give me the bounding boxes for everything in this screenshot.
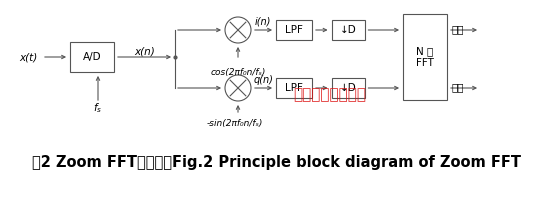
Text: cos(2πf₀n/fₛ): cos(2πf₀n/fₛ): [210, 68, 265, 77]
Text: -sin(2πf₀n/fₛ): -sin(2πf₀n/fₛ): [207, 119, 263, 128]
Bar: [331, 20, 364, 40]
Text: N 点
FFT: N 点 FFT: [416, 46, 434, 68]
Text: $f_s$: $f_s$: [93, 101, 103, 115]
Bar: [276, 20, 312, 40]
Circle shape: [225, 75, 251, 101]
Text: LPF: LPF: [285, 25, 303, 35]
Text: 图2 Zoom FFT原理框图Fig.2 Principle block diagram of Zoom FFT: 图2 Zoom FFT原理框图Fig.2 Principle block dia…: [32, 155, 521, 170]
Text: i(n): i(n): [255, 17, 271, 27]
Circle shape: [225, 17, 251, 43]
Text: A/D: A/D: [83, 52, 101, 62]
Text: ↓D: ↓D: [340, 25, 356, 35]
Bar: [403, 14, 447, 100]
Text: x(n): x(n): [134, 47, 155, 57]
Text: 虚部: 虚部: [451, 82, 463, 92]
Text: 江苏华云流量计厂: 江苏华云流量计厂: [294, 88, 367, 103]
Bar: [70, 42, 114, 72]
Bar: [331, 78, 364, 98]
Bar: [276, 78, 312, 98]
Text: x(t): x(t): [19, 52, 37, 62]
Text: 实部: 实部: [451, 24, 463, 34]
Text: LPF: LPF: [285, 83, 303, 93]
Text: ↓D: ↓D: [340, 83, 356, 93]
Text: q(n): q(n): [253, 75, 273, 85]
